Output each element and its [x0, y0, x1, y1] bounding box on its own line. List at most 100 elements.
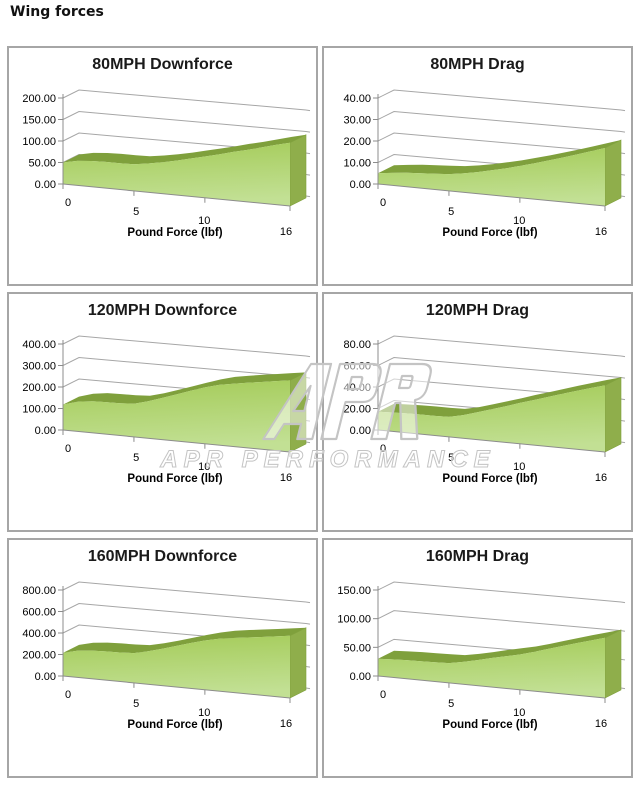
- chart-panel-160mph-downforce: 0.00 200.00 400.00 600.00 800.00 0 5 10 16 Pound …: [7, 538, 318, 778]
- y-tick-label: 0.00: [350, 671, 371, 683]
- gridline: [377, 110, 622, 132]
- x-tick-label: 10: [198, 461, 210, 473]
- y-tick-label: 40.00: [343, 93, 371, 105]
- chart-160mph-drag-plot: 0.00 50.00 100.00 150.00 0 5 10 16 Pound Force (…: [337, 581, 626, 731]
- chart-80mph-downforce-plot: 0.00 50.00 100.00 150.00 200.00 0 5 10 16 Pound F…: [22, 89, 311, 239]
- gridline: [62, 132, 307, 154]
- gridline-right-tick: [620, 195, 626, 198]
- y-tick-label: 20.00: [343, 404, 371, 416]
- chart-title: 160MPH Downforce: [87, 548, 238, 565]
- area-top-edge: [378, 377, 621, 417]
- y-tick-label: 600.00: [22, 607, 56, 619]
- gridline-right-tick: [620, 355, 626, 358]
- y-tick-label: 150.00: [337, 585, 371, 597]
- area-top-edge: [378, 139, 621, 175]
- gridline: [62, 581, 307, 603]
- gridline: [62, 335, 307, 357]
- y-tick-label: 400.00: [22, 339, 56, 351]
- gridline-right-tick: [305, 420, 311, 422]
- y-tick-label: 80.00: [343, 339, 371, 351]
- x-tick-label: 16: [595, 226, 607, 238]
- gridline-right-tick: [305, 687, 311, 690]
- gridline-right-tick: [305, 377, 311, 379]
- x-tick-label: 10: [198, 215, 210, 227]
- y-tick-label: 0.00: [35, 425, 56, 437]
- gridline-right-tick: [620, 601, 626, 604]
- x-tick-label: 5: [448, 452, 454, 464]
- area-right-cap: [289, 371, 307, 453]
- x-tick-label: 5: [133, 452, 139, 464]
- area-front-face: [378, 637, 605, 698]
- area-right-cap: [604, 376, 622, 453]
- area-front-face: [378, 147, 605, 206]
- area-top-edge: [378, 629, 621, 664]
- x-axis-title: Pound Force (lbf): [127, 227, 222, 239]
- x-tick-label: 0: [65, 689, 71, 701]
- y-tick-label: 0.00: [35, 671, 56, 683]
- gridline: [377, 356, 622, 378]
- gridline-right-tick: [620, 152, 626, 155]
- gridline-right-tick: [620, 420, 626, 422]
- gridline-right-tick: [305, 195, 311, 198]
- x-axis-line: [62, 183, 291, 207]
- area-front-face: [63, 142, 290, 206]
- y-tick-label: 20.00: [343, 136, 371, 148]
- x-axis-title: Pound Force (lbf): [127, 719, 222, 731]
- y-tick-label: 300.00: [22, 361, 56, 373]
- gridline: [377, 335, 622, 357]
- y-tick-label: 50.00: [343, 642, 371, 654]
- y-tick-label: 200.00: [22, 93, 56, 105]
- y-tick-label: 150.00: [22, 115, 56, 127]
- x-tick-label: 0: [65, 443, 71, 455]
- x-tick-label: 10: [513, 215, 525, 227]
- x-tick-label: 16: [280, 226, 292, 238]
- x-tick-label: 16: [595, 472, 607, 484]
- chart-80mph-drag-plot: 0.00 10.00 20.00 30.00 40.00 0 5 10 16 Pound Forc…: [343, 89, 626, 239]
- chart-120mph-downforce-plot: 0.00 100.00 200.00 300.00 400.00 0 5 10 16 Pound …: [22, 335, 311, 485]
- chart-panel-160mph-drag: 0.00 50.00 100.00 150.00 0 5 10 16 Pound Force (…: [322, 538, 633, 778]
- x-tick-label: 16: [280, 472, 292, 484]
- gridline-right-tick: [305, 666, 311, 668]
- x-tick-label: 5: [448, 698, 454, 710]
- chart-panel-120mph-downforce: 0.00 100.00 200.00 300.00 400.00 0 5 10 16 Pound …: [7, 292, 318, 532]
- x-axis-title: Pound Force (lbf): [442, 227, 537, 239]
- x-axis-title: Pound Force (lbf): [442, 473, 537, 485]
- x-tick-label: 0: [380, 443, 386, 455]
- gridline-right-tick: [305, 131, 311, 133]
- chart-120mph-drag-plot: 0.00 20.00 40.00 60.00 80.00 0 5 10 16 Pound Forc…: [343, 335, 626, 485]
- y-tick-label: 60.00: [343, 361, 371, 373]
- y-tick-label: 40.00: [343, 382, 371, 394]
- gridline: [377, 89, 622, 111]
- gridline-right-tick: [305, 623, 311, 625]
- gridline-right-tick: [305, 601, 311, 604]
- gridline-right-tick: [620, 687, 626, 690]
- y-tick-label: 100.00: [22, 404, 56, 416]
- gridline-right-tick: [620, 109, 626, 112]
- gridline: [62, 89, 307, 111]
- y-tick-label: 100.00: [22, 136, 56, 148]
- x-tick-label: 0: [380, 197, 386, 209]
- area-right-cap: [604, 139, 622, 207]
- chart-160mph-downforce-plot: 0.00 200.00 400.00 600.00 800.00 0 5 10 16 Pound …: [22, 581, 311, 731]
- page-title: Wing forces: [10, 4, 104, 20]
- x-axis-line: [377, 183, 606, 207]
- area-top-edge: [63, 627, 306, 654]
- gridline-right-tick: [305, 152, 311, 155]
- y-tick-label: 0.00: [35, 179, 56, 191]
- gridline-right-tick: [620, 630, 626, 632]
- gridline-right-tick: [620, 658, 626, 661]
- y-tick-label: 0.00: [350, 179, 371, 191]
- y-tick-label: 200.00: [22, 382, 56, 394]
- area-top-edge: [63, 372, 306, 405]
- gridline-right-tick: [620, 377, 626, 379]
- area-right-cap: [604, 629, 622, 699]
- chart-title: 80MPH Drag: [430, 56, 525, 73]
- x-tick-label: 10: [198, 707, 210, 719]
- gridline-right-tick: [305, 109, 311, 112]
- x-tick-label: 16: [280, 718, 292, 730]
- x-axis-title: Pound Force (lbf): [442, 719, 537, 731]
- chart-title: 160MPH Drag: [425, 548, 530, 565]
- gridline-right-tick: [305, 174, 311, 176]
- y-tick-label: 10.00: [343, 158, 371, 170]
- x-tick-label: 0: [65, 197, 71, 209]
